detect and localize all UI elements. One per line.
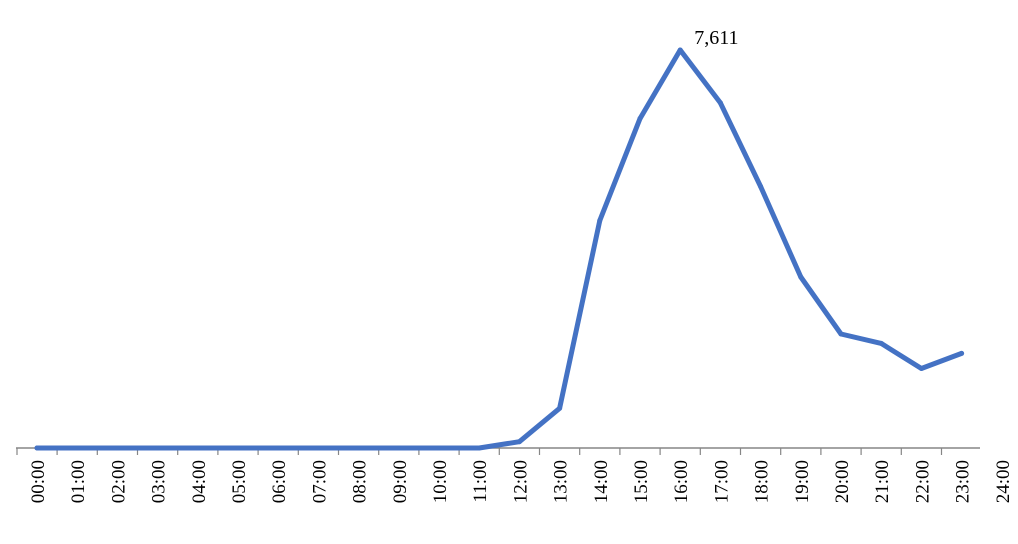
- x-tick-label: 08:00: [350, 460, 371, 503]
- x-tick-label: 21:00: [872, 460, 893, 503]
- data-point: [597, 218, 603, 224]
- x-axis: 00:00 01:00 02:00 03:00 04:00 05:00 06:00 07:00…: [16, 447, 1014, 503]
- x-tick-label: 06:00: [269, 460, 290, 503]
- data-point: [114, 445, 120, 451]
- x-tick-label: 07:00: [309, 460, 330, 503]
- series-line: [34, 47, 965, 451]
- x-tick-label: 10:00: [430, 460, 451, 503]
- data-point: [516, 439, 522, 445]
- x-tick-label: 20:00: [832, 460, 853, 503]
- x-tick-label: 02:00: [108, 460, 129, 503]
- x-tick-label: 16:00: [671, 460, 692, 503]
- label-layer: 7,611: [694, 27, 738, 49]
- data-point: [436, 445, 442, 451]
- data-point: [155, 445, 161, 451]
- data-point: [717, 100, 723, 106]
- data-point: [758, 184, 764, 190]
- data-point: [315, 445, 321, 451]
- x-tick-label: 13:00: [551, 460, 572, 503]
- series-layer: [34, 47, 965, 451]
- x-tick-label: 15:00: [631, 460, 652, 503]
- x-tick-label: 01:00: [68, 460, 89, 503]
- data-point: [235, 445, 241, 451]
- data-point: [275, 445, 281, 451]
- data-point: [677, 47, 683, 53]
- data-point: [798, 274, 804, 280]
- data-point: [476, 445, 482, 451]
- x-tick-label: 22:00: [912, 460, 933, 503]
- data-point: [838, 331, 844, 337]
- x-tick-label: 09:00: [390, 460, 411, 503]
- data-point: [34, 445, 40, 451]
- data-point: [959, 350, 965, 356]
- x-tick-label: 19:00: [792, 460, 813, 503]
- x-tick-label: 05:00: [229, 460, 250, 503]
- peak-data-label: 7,611: [694, 27, 738, 49]
- x-tick-label: 11:00: [470, 460, 491, 503]
- x-tick-label: 04:00: [189, 460, 210, 503]
- x-tick-label: 23:00: [953, 460, 974, 503]
- data-point: [74, 445, 80, 451]
- data-point: [637, 116, 643, 122]
- x-tick-label: 12:00: [510, 460, 531, 503]
- x-tick-label: 00:00: [28, 460, 49, 503]
- data-point: [195, 445, 201, 451]
- x-tick-label: 18:00: [752, 460, 773, 503]
- x-tick-label: 24:00: [993, 460, 1014, 503]
- x-tick-label: 17:00: [711, 460, 732, 503]
- x-tick-label: 03:00: [149, 460, 170, 503]
- data-point: [878, 340, 884, 346]
- data-point: [557, 405, 563, 411]
- data-point: [918, 366, 924, 372]
- data-point: [396, 445, 402, 451]
- data-point: [356, 445, 362, 451]
- x-tick-label: 14:00: [591, 460, 612, 503]
